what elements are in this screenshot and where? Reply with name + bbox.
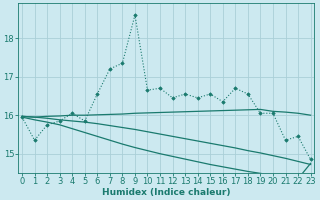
X-axis label: Humidex (Indice chaleur): Humidex (Indice chaleur) [102, 188, 231, 197]
